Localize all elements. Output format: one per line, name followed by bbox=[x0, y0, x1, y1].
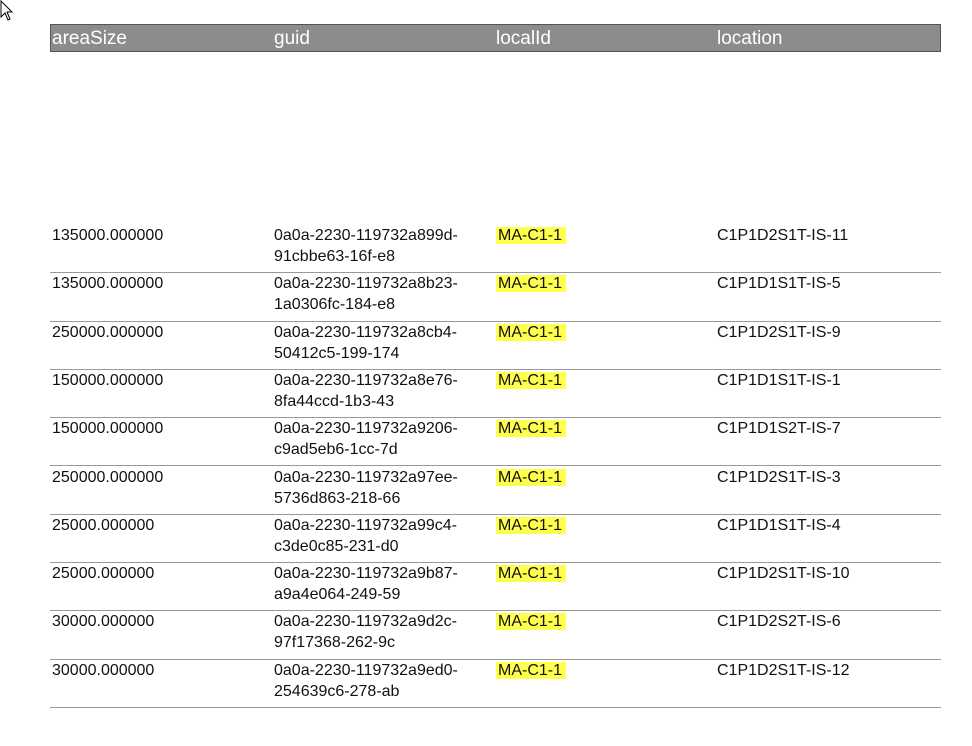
table-cell: 25000.000000 bbox=[52, 516, 155, 534]
highlighted-text: MA-C1-1 bbox=[496, 323, 567, 341]
table-cell: 0a0a-2230-119732a8cb4-50412c5-199-174 bbox=[274, 323, 457, 362]
table-cell: C1P1D1S1T-IS-4 bbox=[717, 516, 841, 534]
table-cell: MA-C1-1 bbox=[496, 467, 567, 488]
table-row: 135000.000000 0a0a-2230-119732a899d-91cbb… bbox=[50, 225, 941, 274]
table-cell: 30000.000000 bbox=[52, 661, 155, 679]
table-cell: C1P1D2S1T-IS-10 bbox=[717, 565, 850, 583]
table-cell: C1P1D2S2T-IS-6 bbox=[717, 613, 841, 631]
highlighted-text: MA-C1-1 bbox=[496, 227, 567, 244]
header-cell[interactable]: location bbox=[717, 28, 783, 49]
table-cell: C1P1D1S1T-IS-5 bbox=[717, 275, 841, 293]
table-cell: 0a0a-2230-119732a99c4-c3de0c85-231-d0 bbox=[274, 516, 457, 555]
table-cell: 150000.000000 bbox=[52, 371, 164, 389]
table-cell: C1P1D2S1T-IS-9 bbox=[717, 323, 841, 341]
table-cell: 135000.000000 bbox=[52, 227, 164, 244]
table-cell: C1P1D2S1T-IS-3 bbox=[717, 468, 841, 486]
highlighted-text: MA-C1-1 bbox=[496, 613, 567, 631]
table-row: 250000.000000 0a0a-2230-119732a97ee-5736d… bbox=[50, 467, 941, 515]
table-cell: MA-C1-1 bbox=[496, 273, 567, 294]
table-cell: MA-C1-1 bbox=[496, 611, 567, 632]
highlighted-text: MA-C1-1 bbox=[496, 371, 567, 389]
table-row: 25000.000000 0a0a-2230-119732a99c4-c3de0c… bbox=[50, 515, 941, 564]
table-cell: 0a0a-2230-119732a9206-c9ad5eb6-1cc-7d bbox=[274, 420, 458, 459]
highlighted-text: MA-C1-1 bbox=[496, 420, 567, 438]
table-cell: 0a0a-2230-119732a899d-91cbbe63-16f-e8 bbox=[274, 227, 458, 265]
highlighted-text: MA-C1-1 bbox=[496, 468, 567, 486]
table-cell: MA-C1-1 bbox=[496, 660, 567, 681]
table-cell: C1P1D1S2T-IS-7 bbox=[717, 420, 841, 438]
table-cell: 0a0a-2230-119732a9ed0-254639c6-278-ab bbox=[274, 661, 458, 700]
highlighted-text: MA-C1-1 bbox=[496, 275, 567, 293]
table-cell: 0a0a-2230-119732a97ee-5736d863-218-66 bbox=[274, 468, 458, 507]
table-cell: MA-C1-1 bbox=[496, 418, 567, 439]
table-cell: C1P1D1S1T-IS-1 bbox=[717, 371, 841, 389]
table-row: 30000.000000 0a0a-2230-119732a9ed0-254639… bbox=[50, 660, 941, 708]
table-cell: 150000.000000 bbox=[52, 420, 164, 438]
highlighted-text: MA-C1-1 bbox=[496, 661, 567, 679]
highlighted-text: MA-C1-1 bbox=[496, 565, 567, 583]
table-row: 150000.000000 0a0a-2230-119732a8e76-8fa44… bbox=[50, 370, 941, 419]
table-cell: 25000.000000 bbox=[52, 565, 155, 583]
header-cell[interactable]: guid bbox=[274, 28, 310, 49]
table-cell: 0a0a-2230-119732a8b23-1a0306fc-184-e8 bbox=[274, 275, 458, 314]
table-cell: MA-C1-1 bbox=[496, 225, 567, 246]
table-cell: MA-C1-1 bbox=[496, 563, 567, 584]
table-header: areaSize guid localId location bbox=[50, 24, 941, 52]
highlighted-text: MA-C1-1 bbox=[496, 516, 567, 534]
table-cell: C1P1D2S1T-IS-11 bbox=[717, 227, 849, 244]
table-cell: 135000.000000 bbox=[52, 275, 164, 293]
table-cell: MA-C1-1 bbox=[496, 515, 567, 536]
table-row: 135000.000000 0a0a-2230-119732a8b23-1a030… bbox=[50, 273, 941, 322]
table-cell: 0a0a-2230-119732a8e76-8fa44ccd-1b3-43 bbox=[274, 371, 458, 410]
table-cell: 0a0a-2230-119732a9b87-a9a4e064-249-59 bbox=[274, 565, 458, 604]
table-cell: 30000.000000 bbox=[52, 613, 155, 631]
table-cell: C1P1D2S1T-IS-12 bbox=[717, 661, 850, 679]
header-cell[interactable]: areaSize bbox=[52, 28, 127, 49]
table-row: 150000.000000 0a0a-2230-119732a9206-c9ad5… bbox=[50, 418, 941, 467]
table-row: 250000.000000 0a0a-2230-119732a8cb4-50412… bbox=[50, 322, 941, 370]
table-cell: MA-C1-1 bbox=[496, 322, 567, 343]
table-row: 30000.000000 0a0a-2230-119732a9d2c-97f173… bbox=[50, 611, 941, 660]
table-row: 25000.000000 0a0a-2230-119732a9b87-a9a4e0… bbox=[50, 563, 941, 612]
table-cell: MA-C1-1 bbox=[496, 370, 567, 391]
table-cell: 250000.000000 bbox=[52, 323, 164, 341]
header-cell[interactable]: localId bbox=[496, 28, 551, 49]
table-cell: 0a0a-2230-119732a9d2c-97f17368-262-9c bbox=[274, 613, 457, 652]
table-cell: 250000.000000 bbox=[52, 468, 164, 486]
mouse-cursor bbox=[0, 0, 14, 21]
